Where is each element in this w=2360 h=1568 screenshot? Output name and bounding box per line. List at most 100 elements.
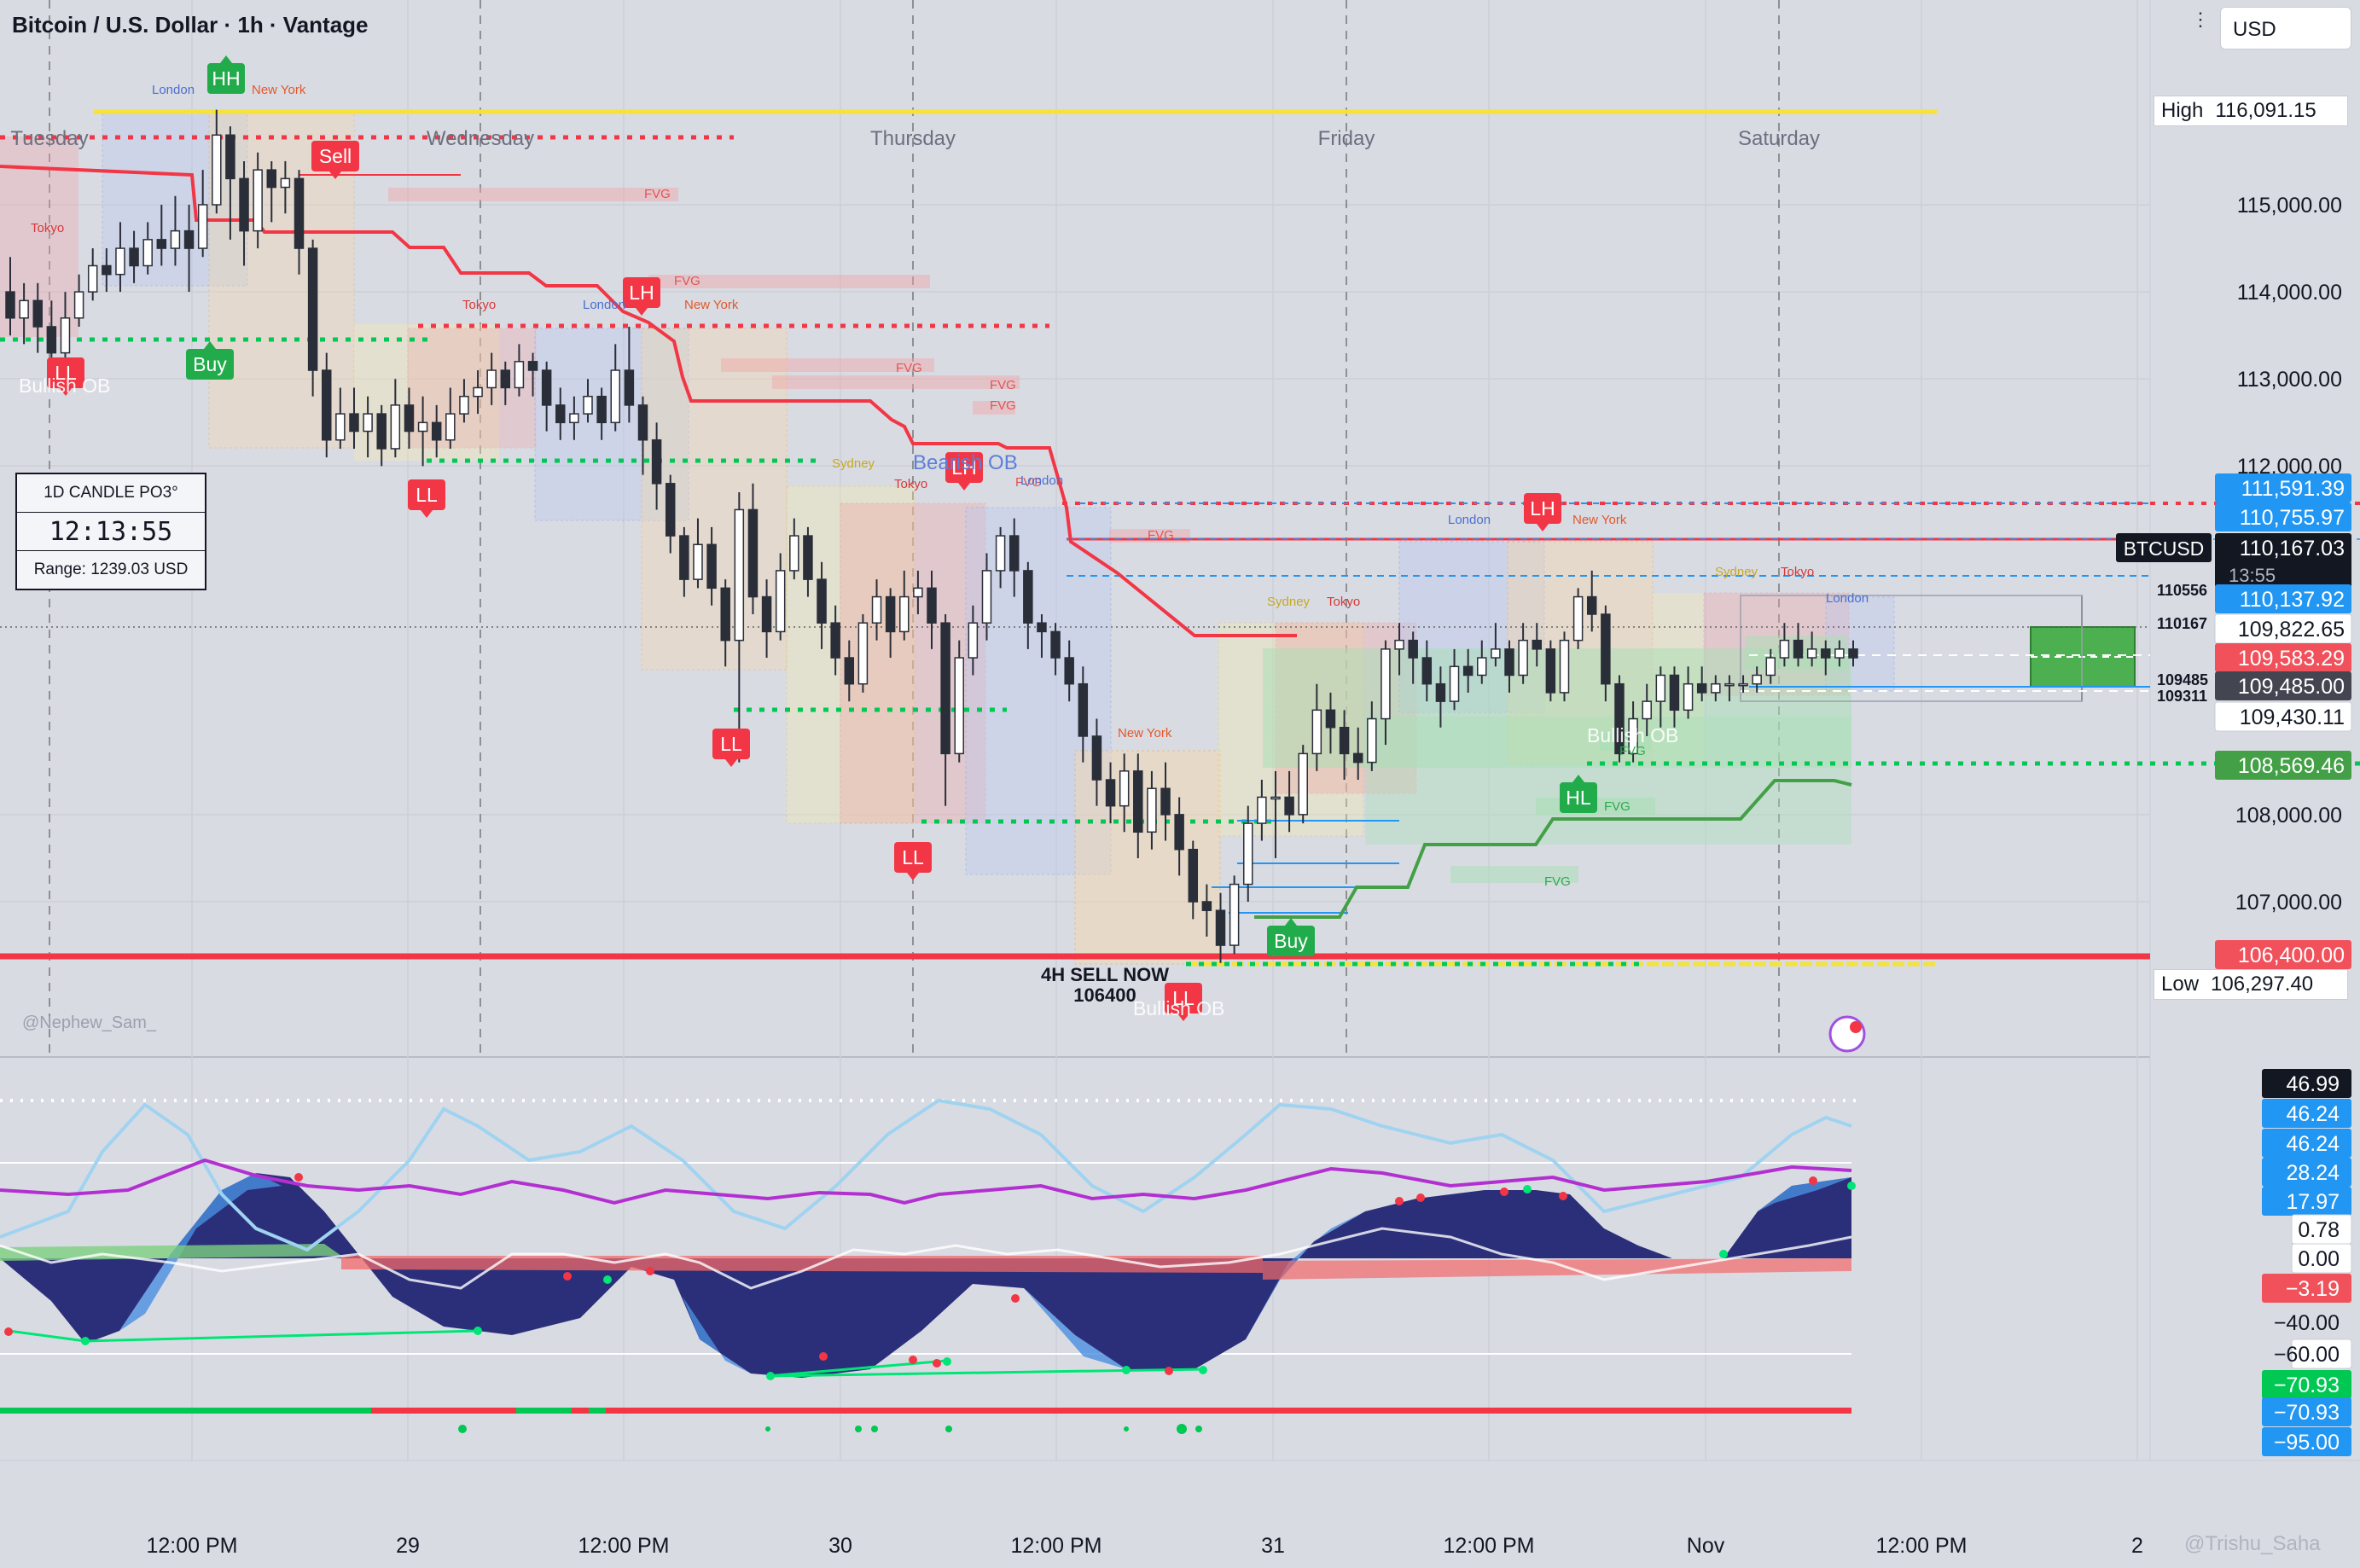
structure-label[interactable] — [207, 63, 245, 94]
candle-body[interactable] — [1381, 648, 1391, 720]
candle-body[interactable] — [129, 247, 139, 267]
symbol-title[interactable]: Bitcoin / U.S. Dollar · 1h · Vantage — [12, 12, 369, 38]
candle-body[interactable] — [349, 413, 359, 433]
candle-body[interactable] — [1311, 709, 1322, 755]
candle-body[interactable] — [5, 291, 15, 319]
candle-body[interactable] — [1724, 682, 1735, 687]
candle-body[interactable] — [844, 657, 855, 685]
candle-body[interactable] — [1133, 770, 1143, 833]
candle-body[interactable] — [968, 622, 979, 659]
candle-body[interactable] — [1352, 752, 1363, 764]
candle-body[interactable] — [239, 177, 249, 232]
candle-body[interactable] — [1421, 657, 1433, 685]
candle-body[interactable] — [1834, 648, 1845, 659]
candle-body[interactable] — [1518, 639, 1528, 677]
structure-label[interactable] — [623, 277, 660, 308]
candle-body[interactable] — [706, 543, 717, 589]
candle-body[interactable] — [1462, 665, 1474, 677]
candle-body[interactable] — [253, 169, 263, 232]
candle-body[interactable] — [1614, 682, 1625, 755]
candle-body[interactable] — [830, 622, 840, 659]
structure-label[interactable] — [311, 141, 359, 171]
candle-body[interactable] — [183, 229, 195, 249]
candle-body[interactable] — [871, 595, 882, 624]
candle-body[interactable] — [280, 177, 291, 189]
candle-body[interactable] — [115, 247, 125, 276]
candle-body[interactable] — [1174, 814, 1184, 851]
candle-body[interactable] — [1257, 796, 1267, 824]
candle-body[interactable] — [1848, 648, 1858, 659]
candle-body[interactable] — [1147, 787, 1157, 833]
candle-body[interactable] — [1023, 570, 1033, 624]
candle-body[interactable] — [789, 535, 799, 572]
candle-body[interactable] — [1669, 674, 1680, 711]
candle-body[interactable] — [775, 570, 786, 633]
candle-body[interactable] — [1009, 535, 1020, 572]
candle-body[interactable] — [720, 587, 730, 642]
candle-body[interactable] — [1394, 639, 1404, 650]
candle-body[interactable] — [1050, 630, 1061, 659]
candle-body[interactable] — [803, 535, 813, 580]
candle-body[interactable] — [1119, 770, 1130, 807]
structure-label[interactable] — [1524, 493, 1561, 524]
candle-body[interactable] — [266, 169, 277, 189]
currency-button[interactable]: USD — [2220, 7, 2351, 49]
candle-body[interactable] — [32, 299, 43, 328]
candle-body[interactable] — [1270, 796, 1281, 800]
candle-body[interactable] — [417, 421, 428, 433]
candle-body[interactable] — [596, 395, 607, 424]
candle-body[interactable] — [46, 326, 57, 354]
candle-body[interactable] — [1545, 648, 1556, 694]
candle-body[interactable] — [1449, 665, 1460, 702]
candle-body[interactable] — [1491, 648, 1501, 659]
candle-body[interactable] — [335, 413, 346, 441]
candle-body[interactable] — [19, 299, 29, 319]
structure-label[interactable] — [1267, 926, 1315, 956]
candle-body[interactable] — [142, 239, 153, 267]
candle-body[interactable] — [197, 204, 208, 249]
candle-body[interactable] — [734, 508, 745, 642]
candle-body[interactable] — [1504, 648, 1514, 677]
candle-body[interactable] — [1601, 613, 1611, 685]
candle-body[interactable] — [1572, 595, 1584, 642]
candle-body[interactable] — [817, 578, 827, 624]
candle-body[interactable] — [445, 413, 456, 441]
structure-label[interactable] — [1165, 983, 1202, 1013]
candle-body[interactable] — [225, 134, 235, 180]
candle-body[interactable] — [514, 361, 525, 389]
candle-body[interactable] — [1711, 682, 1721, 694]
candle-body[interactable] — [1642, 700, 1652, 720]
time-scale[interactable] — [0, 1461, 2360, 1568]
candle-body[interactable] — [87, 264, 98, 293]
candle-body[interactable] — [1242, 822, 1253, 886]
candle-body[interactable] — [665, 483, 676, 537]
candle-body[interactable] — [693, 543, 703, 580]
candle-body[interactable] — [995, 535, 1006, 572]
candle-body[interactable] — [404, 404, 415, 433]
candle-body[interactable] — [1298, 752, 1308, 816]
price-pane[interactable] — [0, 0, 2150, 1056]
candle-body[interactable] — [747, 508, 759, 598]
candle-body[interactable] — [363, 413, 373, 433]
candle-body[interactable] — [1435, 682, 1446, 702]
candle-body[interactable] — [761, 595, 772, 633]
candle-body[interactable] — [1696, 682, 1707, 694]
candle-body[interactable] — [555, 404, 566, 424]
candle-body[interactable] — [1078, 682, 1089, 737]
candle-body[interactable] — [1821, 648, 1831, 659]
candle-body[interactable] — [376, 413, 387, 450]
candle-body[interactable] — [486, 369, 497, 389]
candle-body[interactable] — [637, 404, 648, 441]
candle-body[interactable] — [1793, 639, 1804, 659]
candle-body[interactable] — [1284, 796, 1294, 816]
candle-body[interactable] — [212, 134, 222, 206]
candle-body[interactable] — [1655, 674, 1666, 702]
candle-body[interactable] — [569, 413, 579, 424]
candle-body[interactable] — [940, 622, 950, 755]
candle-body[interactable] — [1229, 883, 1240, 946]
candle-body[interactable] — [1160, 787, 1171, 816]
candle-body[interactable] — [679, 535, 689, 580]
candle-body[interactable] — [1408, 639, 1418, 659]
candle-body[interactable] — [981, 570, 992, 624]
